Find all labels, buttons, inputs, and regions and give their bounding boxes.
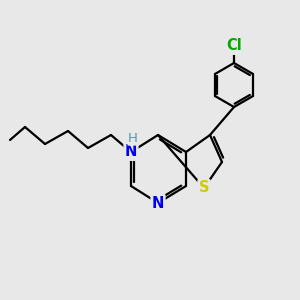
Text: H: H	[128, 132, 138, 145]
Text: N: N	[152, 196, 164, 211]
Text: Cl: Cl	[226, 38, 242, 53]
Text: N: N	[125, 145, 137, 160]
Text: S: S	[199, 181, 209, 196]
